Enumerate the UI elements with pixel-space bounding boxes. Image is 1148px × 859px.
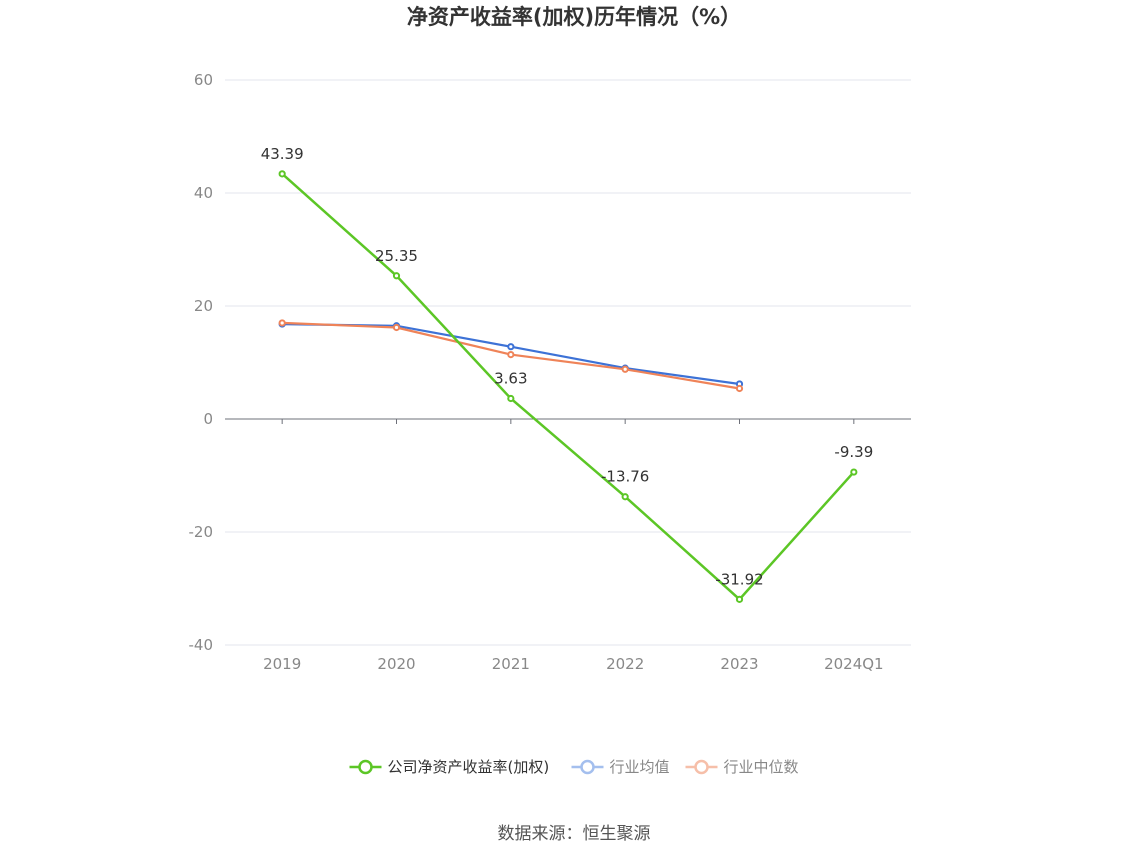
data-point: [621, 365, 629, 373]
legend-item-1: 行业均值: [571, 758, 670, 776]
data-point: [735, 384, 744, 393]
data-label: -13.76: [601, 468, 649, 486]
data-point: [507, 350, 515, 359]
legend-marker: [694, 759, 709, 775]
x-tick-label: 2021: [492, 655, 530, 673]
y-tick-label: 40: [194, 184, 213, 202]
x-tick-label: 2020: [377, 655, 415, 673]
y-tick-label: 20: [194, 297, 213, 315]
legend-label: 行业均值: [610, 758, 670, 776]
data-label: -31.92: [715, 570, 763, 588]
data-point: [392, 272, 401, 280]
series-layer: [278, 170, 858, 603]
y-tick-label: 60: [194, 71, 213, 89]
gridlines: [225, 79, 911, 646]
chart-title: 净资产收益率(加权)历年情况（%）: [407, 5, 741, 29]
data-point: [278, 319, 286, 327]
legend-label: 行业中位数: [724, 758, 799, 776]
data-label: 3.63: [494, 369, 527, 387]
data-point: [507, 343, 515, 351]
y-axis: 60 40 20 0 -20 -40: [189, 71, 214, 654]
data-label: -9.39: [834, 443, 873, 461]
x-tick-label: 2023: [720, 655, 758, 673]
data-point: [850, 468, 858, 476]
y-tick-label: -20: [189, 523, 214, 541]
legend-item-0: 公司净资产收益率(加权): [349, 758, 550, 776]
legend-marker: [580, 759, 595, 775]
y-tick-label: -40: [189, 636, 214, 654]
legend-item-2: 行业中位数: [685, 758, 799, 776]
data-point: [507, 394, 515, 403]
legend-marker: [358, 759, 373, 775]
data-point: [735, 595, 744, 603]
x-tick-label: 2019: [263, 655, 301, 673]
x-axis: 2019 2020 2021 2022 2023 2024Q1: [225, 418, 911, 673]
x-tick-label: 2022: [606, 655, 644, 673]
x-tick-label: 2024Q1: [824, 655, 884, 673]
data-labels: 43.39 25.35 3.63 -13.76 -31.92 -9.39: [261, 145, 874, 589]
series-line-0: [281, 172, 855, 602]
y-tick-label: 0: [203, 410, 213, 428]
data-label: 25.35: [375, 247, 418, 265]
source-text: 数据来源：恒生聚源: [498, 824, 651, 844]
data-point: [278, 170, 286, 178]
data-point: [392, 323, 401, 332]
data-label: 43.39: [261, 145, 304, 163]
data-point: [621, 493, 629, 501]
legend-label: 公司净资产收益率(加权): [388, 758, 550, 776]
legend: 公司净资产收益率(加权) 行业均值 行业中位数: [349, 758, 799, 776]
